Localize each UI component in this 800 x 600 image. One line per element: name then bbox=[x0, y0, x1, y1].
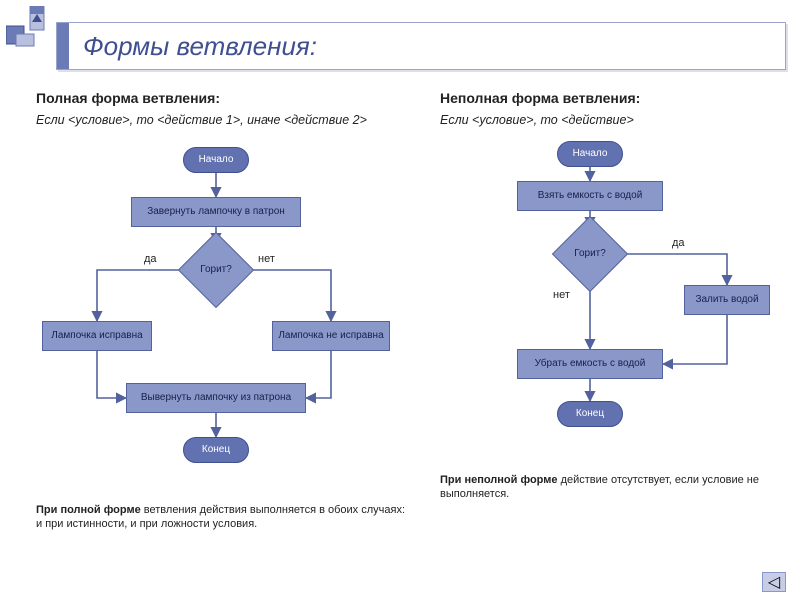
back-icon: ◁ bbox=[768, 572, 780, 592]
column-full-form: Полная форма ветвления: Если <условие>, … bbox=[36, 90, 406, 531]
flowchart-full-edges bbox=[36, 139, 396, 479]
slide-corner-deco bbox=[6, 6, 50, 50]
title-accent bbox=[57, 23, 69, 69]
edge-label-yes-r: да bbox=[672, 237, 685, 249]
node-cond: Горит? bbox=[189, 243, 243, 297]
flowchart-short: Начало Взять емкость с водой Горит? Зали… bbox=[440, 139, 800, 469]
node-bad: Лампочка не исправна bbox=[272, 321, 390, 351]
title-bar: Формы ветвления: bbox=[56, 22, 786, 70]
right-subhead: Неполная форма ветвления: bbox=[440, 90, 800, 106]
flowchart-full: Начало Завернуть лампочку в патрон Горит… bbox=[36, 139, 396, 499]
node-cond-r-label: Горит? bbox=[574, 249, 606, 259]
edge-label-no-r: нет bbox=[553, 289, 570, 301]
node-ok: Лампочка исправна bbox=[42, 321, 152, 351]
left-footer: При полной форме ветвления действия выпо… bbox=[36, 503, 406, 532]
node-start-r: Начало bbox=[557, 141, 623, 167]
node-cond-label: Горит? bbox=[200, 265, 232, 275]
node-end: Конец bbox=[183, 437, 249, 463]
right-footer-bold: При неполной форме bbox=[440, 474, 558, 486]
node-cond-r: Горит? bbox=[563, 227, 617, 281]
left-syntax: Если <условие>, то <действие 1>, иначе <… bbox=[36, 112, 406, 129]
node-pour: Залить водой bbox=[684, 285, 770, 315]
back-button[interactable]: ◁ bbox=[762, 572, 786, 592]
node-wrap: Завернуть лампочку в патрон bbox=[131, 197, 301, 227]
slide-title: Формы ветвления: bbox=[83, 31, 317, 62]
node-end-r: Конец bbox=[557, 401, 623, 427]
right-syntax: Если <условие>, то <действие> bbox=[440, 112, 800, 129]
node-unscrew: Вывернуть лампочку из патрона bbox=[126, 383, 306, 413]
edge-label-no: нет bbox=[258, 253, 275, 265]
right-footer: При неполной форме действие отсутствует,… bbox=[440, 473, 800, 502]
node-remove: Убрать емкость с водой bbox=[517, 349, 663, 379]
edge-label-yes: да bbox=[144, 253, 157, 265]
column-short-form: Неполная форма ветвления: Если <условие>… bbox=[440, 90, 800, 501]
left-footer-bold: При полной форме bbox=[36, 504, 141, 516]
node-take: Взять емкость с водой bbox=[517, 181, 663, 211]
node-start: Начало bbox=[183, 147, 249, 173]
left-subhead: Полная форма ветвления: bbox=[36, 90, 406, 106]
